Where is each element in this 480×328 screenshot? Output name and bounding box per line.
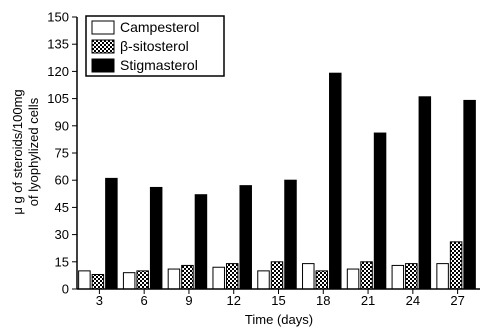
x-tick-label: 24 bbox=[406, 293, 420, 308]
bar-stigmasterol-day-6 bbox=[149, 186, 163, 290]
bar-sitosterol-day-9 bbox=[181, 264, 194, 290]
x-axis-title: Time (days) bbox=[245, 312, 313, 327]
x-tick-label: 3 bbox=[96, 293, 103, 308]
bar-sitosterol-day-12 bbox=[225, 263, 239, 290]
legend-swatch-campesterol bbox=[91, 20, 115, 35]
bar-sitosterol-day-21 bbox=[360, 261, 373, 290]
bar-campesterol-day-3 bbox=[78, 270, 91, 290]
bar-stigmasterol-day-9 bbox=[194, 194, 208, 290]
bar-stigmasterol-day-12 bbox=[239, 185, 252, 290]
legend-label: Campesterol bbox=[120, 19, 199, 35]
bar-sitosterol-day-27 bbox=[449, 241, 463, 290]
legend-label: β-sitosterol bbox=[120, 38, 189, 54]
y-tick-label: 120 bbox=[47, 64, 69, 79]
bar-sitosterol-day-15 bbox=[270, 261, 284, 290]
y-tick-label: 30 bbox=[55, 227, 69, 242]
legend-label: Stigmasterol bbox=[120, 57, 198, 73]
bar-stigmasterol-day-15 bbox=[284, 179, 297, 290]
bar-sitosterol-day-18 bbox=[315, 270, 329, 290]
bar-stigmasterol-day-3 bbox=[105, 177, 118, 290]
y-axis-title: μ g of steroids/100mg of lyophylized cel… bbox=[10, 89, 41, 214]
x-tick-label: 12 bbox=[226, 293, 240, 308]
y-tick-label: 60 bbox=[55, 173, 69, 188]
bars-layer bbox=[78, 72, 476, 290]
x-tick-label: 15 bbox=[271, 293, 285, 308]
bar-campesterol-day-12 bbox=[212, 266, 225, 290]
y-tick-label: 135 bbox=[47, 37, 69, 52]
y-tick-label: 90 bbox=[55, 118, 69, 133]
bar-sitosterol-day-3 bbox=[91, 273, 105, 290]
legend-swatch-stigmasterol bbox=[91, 58, 115, 73]
bar-campesterol-day-9 bbox=[167, 268, 181, 290]
bar-campesterol-day-24 bbox=[391, 264, 405, 290]
y-tick-label: 105 bbox=[47, 91, 69, 106]
x-tick-label: 18 bbox=[316, 293, 330, 308]
y-axis-title-line-1: μ g of steroids/100mg bbox=[10, 89, 25, 214]
y-tick-label: 15 bbox=[55, 254, 69, 269]
y-tick-label: 45 bbox=[55, 200, 69, 215]
x-tick-label: 27 bbox=[450, 293, 464, 308]
legend: Campesterol β-sitosterol Stigmasterol bbox=[85, 15, 225, 77]
y-axis-title-line-2: of lyophylized cells bbox=[26, 97, 41, 206]
bar-campesterol-day-6 bbox=[122, 272, 136, 290]
legend-swatch-sitosterol bbox=[91, 39, 115, 54]
x-tick-label: 6 bbox=[141, 293, 148, 308]
y-tick-label: 0 bbox=[62, 282, 69, 297]
bar-stigmasterol-day-18 bbox=[329, 72, 342, 290]
x-tick-label: 9 bbox=[185, 293, 192, 308]
y-tick-label: 75 bbox=[55, 146, 69, 161]
bar-campesterol-day-15 bbox=[257, 270, 270, 290]
bar-campesterol-day-21 bbox=[346, 268, 360, 290]
bar-sitosterol-day-24 bbox=[405, 263, 418, 290]
bar-stigmasterol-day-24 bbox=[418, 96, 432, 290]
bar-sitosterol-day-6 bbox=[136, 270, 149, 290]
bar-stigmasterol-day-27 bbox=[463, 99, 476, 290]
axes-layer: 3 6 9 12 15 18 21 24 27 0 15 30 45 60 75 90 105 120 135 150 bbox=[47, 10, 480, 308]
bar-stigmasterol-day-21 bbox=[373, 132, 387, 290]
bar-campesterol-day-27 bbox=[436, 263, 449, 290]
x-tick-label: 21 bbox=[361, 293, 375, 308]
bar-campesterol-day-18 bbox=[302, 263, 315, 290]
y-tick-label: 150 bbox=[47, 10, 69, 25]
